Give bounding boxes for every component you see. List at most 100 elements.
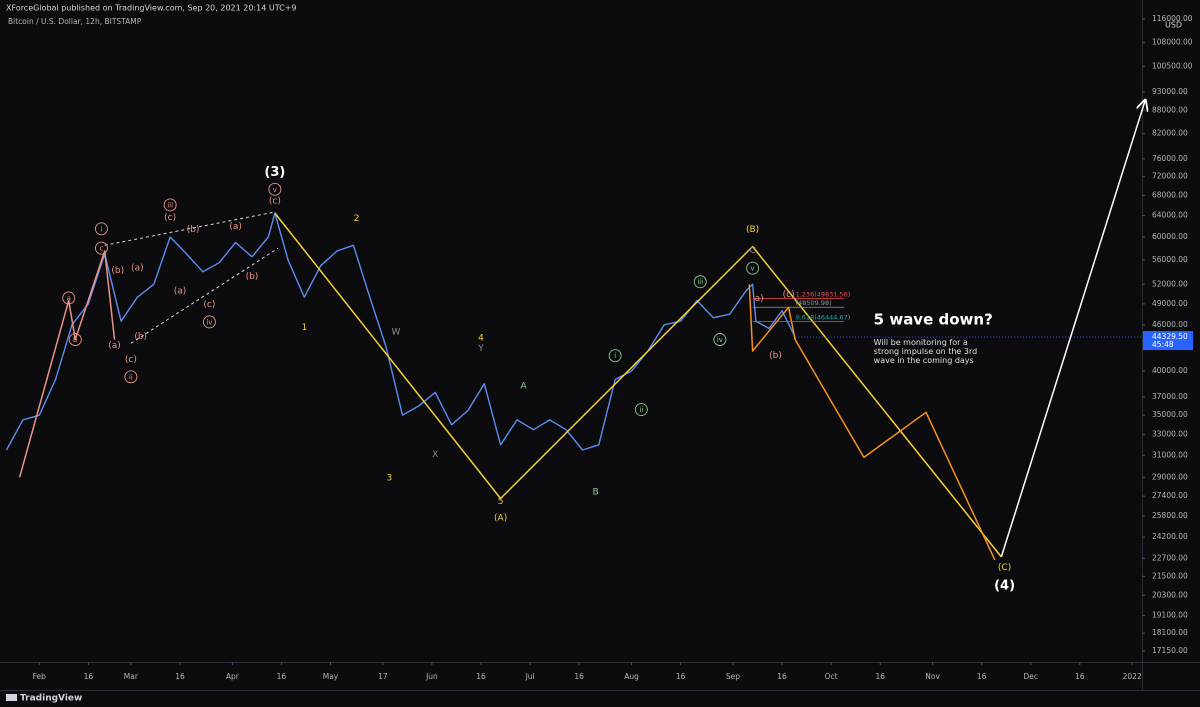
y-tick-label: 64000.00 xyxy=(1152,211,1188,220)
wave-label: (c) xyxy=(783,290,795,300)
wave-label: (C) xyxy=(998,563,1011,573)
x-tick-label: 16 xyxy=(175,672,185,681)
wave-circle xyxy=(693,275,707,289)
x-tick-label: Mar xyxy=(124,672,139,681)
wave-label: v xyxy=(273,186,277,194)
wave-label: a) xyxy=(755,294,764,304)
wave-label: (c) xyxy=(269,196,281,206)
y-tick-label: 27400.00 xyxy=(1152,491,1188,500)
wave-label: (a) xyxy=(131,264,144,274)
wave-circle xyxy=(608,349,622,363)
y-tick-label: 82000.00 xyxy=(1152,129,1188,138)
y-tick-label: 24200.00 xyxy=(1152,532,1188,541)
wave-label: (a) xyxy=(174,287,187,297)
wave-circle xyxy=(713,333,727,346)
y-tick-label: 25800.00 xyxy=(1152,511,1188,520)
wave-label: iv xyxy=(206,318,212,326)
x-tick-label: 16 xyxy=(84,672,94,681)
wave-circle xyxy=(268,182,282,196)
wave-label: (c) xyxy=(203,300,215,310)
wave-label: 1 xyxy=(301,323,307,333)
countdown: 45:48 xyxy=(1152,340,1174,349)
y-tick-label: 52000.00 xyxy=(1152,279,1188,288)
x-tick-label: May xyxy=(323,672,339,681)
y-unit: USD xyxy=(1165,21,1182,30)
wave-circle xyxy=(124,370,138,384)
wave-line xyxy=(748,284,996,561)
wave-label: (b) xyxy=(769,351,782,361)
wave-label: v xyxy=(751,265,755,273)
y-tick-label: 17150.00 xyxy=(1152,646,1188,655)
wave-label: (3) xyxy=(264,165,285,180)
note-body: Will be monitoring for a strong impulse … xyxy=(873,337,978,365)
y-tick-label: 18100.00 xyxy=(1152,628,1188,637)
wave-label: Y xyxy=(477,344,484,354)
y-tick-label: 108000.00 xyxy=(1152,38,1193,47)
wave-label: (A) xyxy=(494,513,507,523)
last-price-tag xyxy=(1143,331,1193,351)
wave-label: 3 xyxy=(387,473,393,483)
wave-circle xyxy=(68,333,82,346)
wave-label: a xyxy=(67,294,71,302)
y-tick-label: 19100.00 xyxy=(1152,610,1188,619)
x-tick-label: 16 xyxy=(676,672,686,681)
wave-label: iii xyxy=(167,201,173,209)
wave-label: (b) xyxy=(134,332,147,342)
wave-label: (b) xyxy=(246,272,259,282)
y-tick-label: 49000.00 xyxy=(1152,299,1188,308)
wave-line xyxy=(18,250,116,478)
x-tick-label: Jun xyxy=(425,672,438,681)
x-tick-label: 16 xyxy=(875,672,885,681)
x-tick-label: Sep xyxy=(726,672,740,681)
wave-label: A xyxy=(520,381,527,391)
x-tick-label: 2022 xyxy=(1123,672,1142,681)
x-tick-label: 16 xyxy=(1075,672,1085,681)
y-tick-label: 40000.00 xyxy=(1152,366,1188,375)
wave-label: b xyxy=(73,336,78,344)
wave-label: X xyxy=(432,450,438,460)
x-tick-label: 16 xyxy=(574,672,584,681)
x-tick-label: 16 xyxy=(777,672,787,681)
y-tick-label: 76000.00 xyxy=(1152,154,1188,163)
wave-circle xyxy=(163,198,177,212)
tv-logo: TradingView xyxy=(6,694,82,704)
wave-label: iv xyxy=(717,336,723,344)
wave-circle xyxy=(94,241,108,255)
wave-label: 4 xyxy=(478,333,484,343)
y-tick-label: 68000.00 xyxy=(1152,191,1188,200)
x-tick-label: Aug xyxy=(624,672,639,681)
fib-label: 1.236(49831.56) xyxy=(796,290,851,298)
y-tick-label: 93000.00 xyxy=(1152,87,1188,96)
x-tick-label: 17 xyxy=(378,672,388,681)
fib-label: (48509.98) xyxy=(796,299,832,307)
wave-label: (B) xyxy=(746,225,759,235)
wave-label: (b) xyxy=(187,225,200,235)
y-tick-label: 72000.00 xyxy=(1152,172,1188,181)
y-tick-label: 29000.00 xyxy=(1152,472,1188,481)
wave-label: ii xyxy=(639,406,643,414)
wave-label: iii xyxy=(697,278,703,286)
wave-label: (c) xyxy=(164,213,176,223)
arrow xyxy=(1000,100,1145,558)
wave-label: (b) xyxy=(111,266,124,276)
wave-label: i xyxy=(614,352,616,360)
x-tick-label: Feb xyxy=(33,672,47,681)
x-tick-label: Nov xyxy=(925,672,940,681)
wave-line xyxy=(130,247,279,344)
wave-label: C xyxy=(749,246,755,256)
chart-title: Bitcoin / U.S. Dollar, 12h, BITSTAMP xyxy=(8,17,142,26)
wave-label: (c) xyxy=(125,355,137,365)
y-tick-label: 20300.00 xyxy=(1152,590,1188,599)
wave-label: (a) xyxy=(108,341,121,351)
wave-circle xyxy=(94,222,108,236)
y-tick-label: 21500.00 xyxy=(1152,571,1188,580)
wave-circle xyxy=(202,315,216,329)
x-tick-label: 16 xyxy=(977,672,987,681)
last-price-label: 44329.50 xyxy=(1152,332,1188,341)
x-tick-label: Apr xyxy=(226,672,240,681)
wave-label: 5 xyxy=(498,497,504,507)
wave-label: (4) xyxy=(994,579,1015,594)
